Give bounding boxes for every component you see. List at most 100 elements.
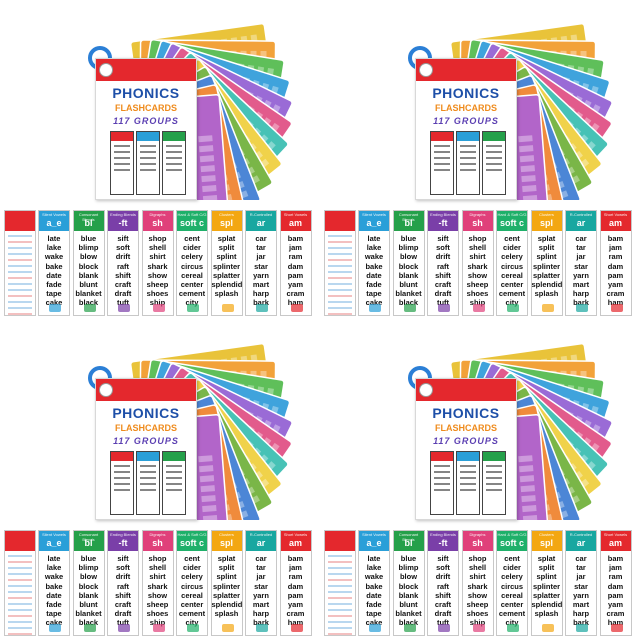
card-word: splendid bbox=[211, 600, 243, 610]
card-header: R-Controlled ar bbox=[566, 531, 596, 551]
card-word: blank bbox=[398, 270, 419, 280]
card-key: am bbox=[608, 538, 622, 548]
card-word: date bbox=[366, 270, 382, 280]
card-key: bl bbox=[84, 218, 93, 228]
card-header: Hard & Soft C/G soft c bbox=[497, 531, 527, 551]
card-words: sift soft drift raft shift craft draft tuft bbox=[108, 551, 138, 628]
card-word: lake bbox=[46, 563, 62, 573]
card-word: bake bbox=[45, 581, 63, 591]
splash-icon bbox=[541, 624, 554, 632]
card-key: sh bbox=[472, 538, 483, 548]
card-word: split bbox=[538, 563, 555, 573]
card-key: -ft bbox=[438, 538, 448, 548]
card-word: celery bbox=[501, 572, 523, 582]
mini-card bbox=[110, 451, 134, 515]
pack-title: PHONICS bbox=[112, 85, 180, 101]
flashcard: Ending Blends -ft sift soft drift raft shift cr… bbox=[427, 530, 459, 636]
ring-hole bbox=[419, 63, 433, 77]
card-category: Silent Vowels bbox=[42, 532, 66, 537]
card-word: tar bbox=[576, 243, 586, 253]
dog-icon bbox=[256, 304, 268, 312]
card-word: ram bbox=[288, 572, 303, 582]
flashcard: R-Controlled ar car tar jar star yarn mart harp b… bbox=[245, 530, 277, 636]
card-category: Hard & Soft C/G bbox=[177, 532, 207, 537]
card-word: dam bbox=[287, 581, 304, 591]
card-word: show bbox=[467, 590, 488, 600]
card-word: soft bbox=[436, 563, 450, 573]
card-word: shirt bbox=[469, 252, 486, 262]
card-word: bark bbox=[253, 618, 269, 628]
card-word: shop bbox=[148, 234, 167, 243]
card-word: blue bbox=[80, 234, 97, 243]
card-word: yam bbox=[287, 280, 303, 290]
hat-icon bbox=[403, 624, 416, 632]
card-word: mart bbox=[252, 600, 270, 610]
card-word: bam bbox=[607, 554, 624, 563]
card-word: draft bbox=[114, 609, 132, 619]
product-photo: PHONICS FLASHCARDS 117 GROUPS Silent Vowels… bbox=[320, 320, 640, 640]
card-word: cement bbox=[178, 289, 206, 299]
card-category: Digraphs bbox=[149, 532, 166, 537]
card-word: tuft bbox=[436, 618, 450, 628]
fanned-cards bbox=[129, 22, 293, 200]
card-word: sheep bbox=[466, 600, 489, 610]
card-words: bam jam ram dam pam yam cram ham bbox=[601, 551, 631, 628]
card-word: cake bbox=[365, 618, 383, 628]
card-word: craft bbox=[114, 600, 132, 610]
mini-card bbox=[136, 451, 160, 515]
card-header: Hard & Soft C/G soft c bbox=[497, 211, 527, 231]
card-key: ar bbox=[256, 538, 266, 548]
card-category: Ending Blends bbox=[430, 212, 456, 217]
card-word: soft bbox=[116, 563, 130, 573]
flashcard: Ending Blends -ft sift soft drift raft shift cr… bbox=[427, 210, 459, 316]
card-word: splint bbox=[216, 252, 237, 262]
card-word: split bbox=[218, 243, 235, 253]
card-word: blow bbox=[79, 252, 98, 262]
card-category: Short Vowels bbox=[283, 212, 308, 217]
card-word: splat bbox=[537, 234, 556, 243]
card-word: cake bbox=[365, 298, 383, 308]
card-word: dam bbox=[607, 261, 624, 271]
card-word: shoes bbox=[466, 289, 489, 299]
card-word: blunt bbox=[79, 600, 98, 610]
card-key: sh bbox=[152, 218, 163, 228]
card-word: craft bbox=[114, 280, 132, 290]
card-word: splatter bbox=[212, 270, 241, 280]
pack-cover: PHONICS FLASHCARDS 117 GROUPS bbox=[95, 58, 197, 200]
card-word: splash bbox=[534, 609, 559, 619]
mini-card bbox=[136, 131, 160, 195]
card-words: cent cider celery circus cereal center cement c… bbox=[497, 551, 527, 628]
card-word: shift bbox=[435, 590, 451, 600]
pack-cover: PHONICS FLASHCARDS 117 GROUPS bbox=[415, 378, 517, 520]
card-word: dam bbox=[607, 581, 624, 591]
card-word: black bbox=[78, 298, 99, 308]
card-word: ham bbox=[607, 298, 624, 308]
grass-icon bbox=[438, 304, 450, 312]
splash-icon bbox=[541, 304, 554, 312]
card-word: draft bbox=[114, 289, 132, 299]
flashcard: Consonant Blends bl blue blimp blow block blan… bbox=[392, 530, 425, 636]
flashcard-strip: Silent Vowels a_e late lake wake bake date fade… bbox=[324, 210, 638, 318]
card-category: Consonant Blends bbox=[398, 212, 419, 222]
card-word: blanket bbox=[395, 609, 422, 619]
card-word: block bbox=[398, 581, 419, 591]
card-word: late bbox=[47, 554, 61, 563]
card-word: split bbox=[218, 563, 235, 573]
card-word: late bbox=[47, 234, 61, 243]
card-word: splash bbox=[214, 289, 239, 299]
card-word: harp bbox=[572, 289, 590, 299]
card-category: R-Controlled bbox=[569, 212, 593, 217]
card-word: center bbox=[500, 280, 524, 290]
grass-icon bbox=[118, 624, 130, 632]
card-category: R-Controlled bbox=[249, 532, 273, 537]
card-words: bam jam ram dam pam yam cram ham bbox=[281, 551, 311, 628]
card-word: cider bbox=[183, 243, 201, 253]
card-word: black bbox=[398, 618, 419, 628]
card-word: splendid bbox=[531, 600, 563, 610]
card-word: splinter bbox=[532, 581, 561, 591]
card-word: bam bbox=[607, 234, 624, 243]
card-word: tape bbox=[46, 289, 62, 299]
card-word: splinter bbox=[212, 581, 241, 591]
flashcard: Clusters spl splat split splint splinter splat… bbox=[530, 210, 563, 316]
card-word: bam bbox=[287, 234, 304, 243]
